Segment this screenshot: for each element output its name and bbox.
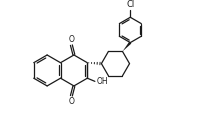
Text: Cl: Cl — [126, 0, 134, 9]
Text: O: O — [68, 35, 74, 44]
Text: OH: OH — [97, 77, 109, 86]
Polygon shape — [123, 42, 131, 51]
Text: O: O — [68, 97, 74, 106]
